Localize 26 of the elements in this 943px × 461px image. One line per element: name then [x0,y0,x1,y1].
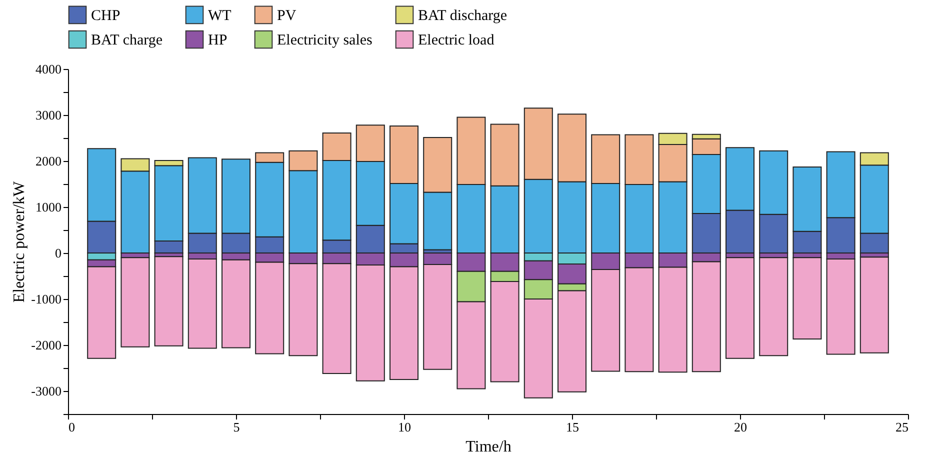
x-tick-label: 0 [68,420,75,434]
y-tick-label: -2000 [31,338,62,352]
legend-label: BAT discharge [418,8,508,24]
legend-label: Electricity sales [277,32,373,48]
legend-label: BAT charge [91,32,163,48]
legend-label: WT [208,8,232,24]
legend-label: Electric load [418,32,495,48]
y-tick-label: -3000 [31,384,62,398]
legend-label: HP [208,32,228,48]
x-tick-label: 10 [398,420,411,434]
y-tick-label: 3000 [36,108,62,122]
x-tick-label: 15 [566,420,579,434]
y-tick-label: 4000 [36,62,62,76]
y-axis-title: Electric power/kW [11,180,28,303]
bar [860,256,889,354]
x-tick-label: 25 [896,420,908,434]
y-tick-label: -1000 [31,292,62,306]
y-tick-label: 0 [55,246,62,260]
x-tick-label: 20 [734,420,747,434]
legend-label: CHP [91,8,120,24]
y-tick-label: 1000 [36,200,62,214]
legend-label: PV [277,8,296,24]
x-axis-title: Time/h [466,438,512,456]
x-tick-label: 5 [233,420,240,434]
y-tick-label: 2000 [36,154,62,168]
bar [154,256,184,346]
